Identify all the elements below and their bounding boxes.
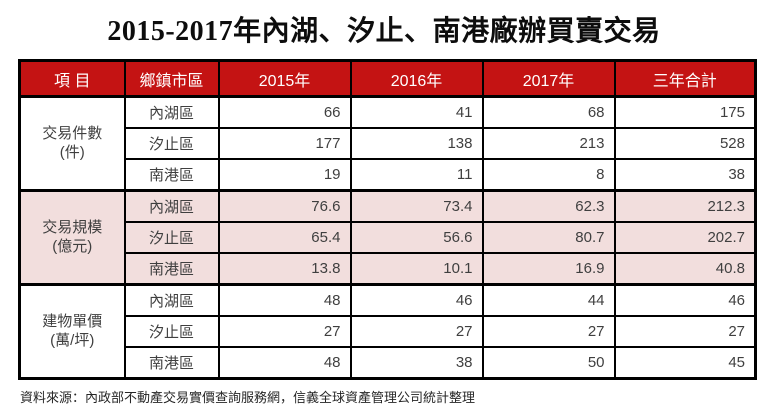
row-group-label-scale: 交易規模 (億元) <box>18 189 126 286</box>
value-cell: 48 <box>217 346 352 380</box>
value-cell: 16.9 <box>481 252 616 286</box>
value-cell: 213 <box>481 127 616 160</box>
header-row: 項 目 鄉鎮市區 2015年 2016年 2017年 三年合計 <box>18 59 757 98</box>
district-cell: 南港區 <box>123 158 220 192</box>
district-cell: 南港區 <box>123 346 220 380</box>
table-row: 交易件數 (件) 內湖區 66 41 68 175 <box>18 95 757 192</box>
value-cell: 40.8 <box>613 252 757 286</box>
value-cell: 528 <box>613 127 757 160</box>
value-cell: 68 <box>481 95 616 129</box>
value-cell: 80.7 <box>481 221 616 254</box>
value-cell: 38 <box>349 346 484 380</box>
col-header-2016: 2016年 <box>349 59 484 98</box>
value-cell: 138 <box>349 127 484 160</box>
district-cell: 內湖區 <box>123 95 220 129</box>
col-header-total: 三年合計 <box>613 59 757 98</box>
row-group-name: 交易規模 <box>42 218 103 236</box>
col-header-2017: 2017年 <box>481 59 616 98</box>
district-cell: 汐止區 <box>123 127 220 160</box>
value-cell: 45 <box>613 346 757 380</box>
value-cell: 48 <box>217 283 352 317</box>
value-cell: 65.4 <box>217 221 352 254</box>
table-row: 汐止區 27 27 27 27 <box>20 315 757 348</box>
district-cell: 內湖區 <box>123 189 220 223</box>
value-cell: 27 <box>481 315 616 348</box>
value-cell: 8 <box>481 158 616 192</box>
col-header-item: 項 目 <box>18 59 126 98</box>
value-cell: 19 <box>217 158 352 192</box>
value-cell: 56.6 <box>349 221 484 254</box>
value-cell: 66 <box>217 95 352 129</box>
value-cell: 76.6 <box>217 189 352 223</box>
value-cell: 27 <box>349 315 484 348</box>
data-table: 項 目 鄉鎮市區 2015年 2016年 2017年 三年合計 交易件數 (件)… <box>18 59 757 380</box>
table-row: 南港區 13.8 10.1 16.9 40.8 <box>20 252 757 286</box>
row-group-label-count: 交易件數 (件) <box>18 95 126 192</box>
page-title: 2015-2017年內湖、汐止、南港廠辦買賣交易 <box>107 16 661 47</box>
table-row: 建物單價 (萬/坪) 內湖區 48 46 44 46 <box>18 283 757 380</box>
value-cell: 10.1 <box>349 252 484 286</box>
value-cell: 202.7 <box>613 221 757 254</box>
row-group-label-price: 建物單價 (萬/坪) <box>18 283 126 380</box>
district-cell: 汐止區 <box>123 221 220 254</box>
table-row: 南港區 19 11 8 38 <box>20 158 757 192</box>
value-cell: 38 <box>613 158 757 192</box>
value-cell: 44 <box>481 283 616 317</box>
value-cell: 27 <box>217 315 352 348</box>
value-cell: 27 <box>613 315 757 348</box>
table-body: 交易件數 (件) 內湖區 66 41 68 175 汐止區 177 138 21… <box>18 95 757 380</box>
value-cell: 11 <box>349 158 484 192</box>
row-group-unit: (萬/坪) <box>50 331 95 349</box>
district-cell: 內湖區 <box>123 283 220 317</box>
table-row: 交易規模 (億元) 內湖區 76.6 73.4 62.3 212.3 <box>18 189 757 286</box>
value-cell: 50 <box>481 346 616 380</box>
row-group-name: 建物單價 <box>42 312 103 330</box>
value-cell: 212.3 <box>613 189 757 223</box>
value-cell: 73.4 <box>349 189 484 223</box>
value-cell: 13.8 <box>217 252 352 286</box>
district-cell: 南港區 <box>123 252 220 286</box>
value-cell: 46 <box>613 283 757 317</box>
col-header-district: 鄉鎮市區 <box>123 59 220 98</box>
table-row: 汐止區 65.4 56.6 80.7 202.7 <box>20 221 757 254</box>
value-cell: 41 <box>349 95 484 129</box>
row-group-unit: (件) <box>59 143 85 161</box>
table-header: 項 目 鄉鎮市區 2015年 2016年 2017年 三年合計 <box>18 59 757 98</box>
value-cell: 177 <box>217 127 352 160</box>
table-row: 南港區 48 38 50 45 <box>20 346 757 380</box>
district-cell: 汐止區 <box>123 315 220 348</box>
table-row: 汐止區 177 138 213 528 <box>20 127 757 160</box>
row-group-name: 交易件數 <box>42 124 103 142</box>
value-cell: 175 <box>613 95 757 129</box>
source-note: 資料來源：內政部不動產交易實價查詢服務網，信義全球資產管理公司統計整理 <box>20 390 476 405</box>
value-cell: 46 <box>349 283 484 317</box>
value-cell: 62.3 <box>481 189 616 223</box>
col-header-2015: 2015年 <box>217 59 352 98</box>
row-group-unit: (億元) <box>52 237 93 255</box>
